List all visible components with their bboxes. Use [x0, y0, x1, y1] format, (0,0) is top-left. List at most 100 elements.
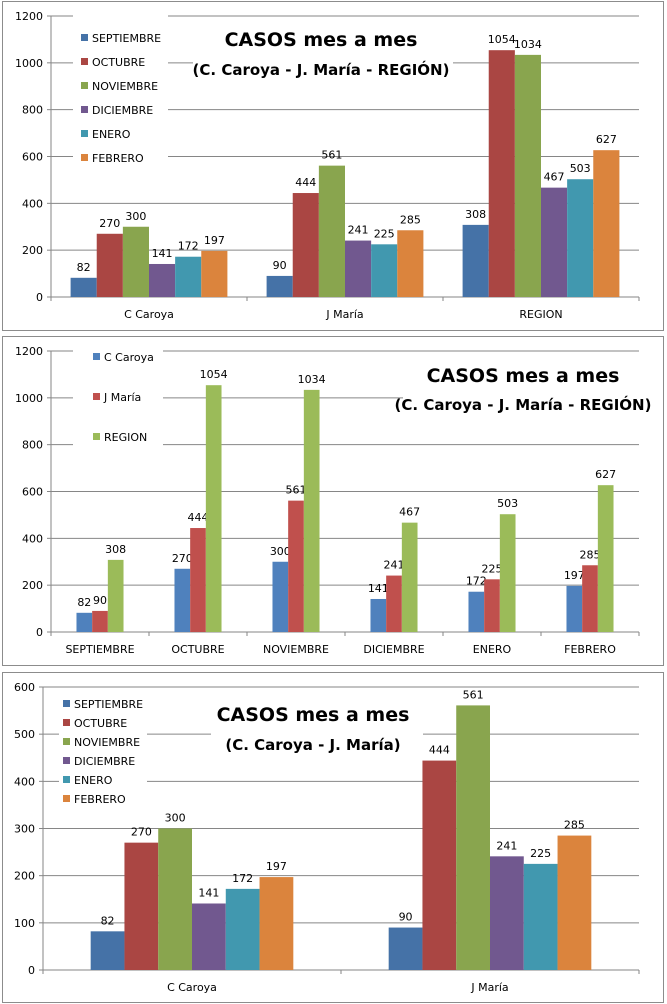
bar — [582, 565, 598, 632]
legend-swatch — [63, 757, 70, 764]
data-label: 285 — [564, 819, 585, 832]
legend-swatch — [93, 353, 100, 360]
data-label: 90 — [399, 911, 413, 924]
legend-label: FEBRERO — [92, 152, 144, 165]
legend-background — [73, 342, 163, 477]
x-category-label: OCTUBRE — [171, 643, 224, 656]
legend-swatch — [63, 795, 70, 802]
x-category-label: REGION — [519, 308, 562, 321]
legend-label: SEPTIEMBRE — [92, 32, 161, 45]
data-label: 1034 — [298, 373, 326, 386]
bar — [514, 54, 541, 297]
bar — [124, 842, 159, 970]
data-label: 90 — [93, 594, 107, 607]
legend-label: DICIEMBRE — [74, 755, 135, 768]
x-category-label: NOVIEMBRE — [263, 643, 329, 656]
data-label: 90 — [273, 259, 287, 272]
bar — [225, 888, 260, 970]
legend-label: NOVIEMBRE — [74, 736, 140, 749]
bar — [192, 903, 226, 970]
x-category-label: FEBRERO — [564, 643, 616, 656]
bar — [490, 856, 524, 970]
data-label: 197 — [204, 234, 225, 247]
bar — [288, 500, 304, 632]
bar — [371, 244, 398, 297]
chart-title: CASOS mes a mes — [225, 29, 418, 51]
y-tick-label: 1000 — [15, 392, 43, 405]
x-category-label: J María — [470, 981, 508, 994]
legend-label: OCTUBRE — [74, 717, 127, 730]
y-tick-label: 600 — [22, 486, 43, 499]
legend-label: NOVIEMBRE — [92, 80, 158, 93]
x-category-label: ENERO — [473, 643, 512, 656]
chart-3-svg: 0 100 200 300 400 500 600 C Caroya 82 270 300 141 17… — [14, 681, 640, 994]
legend-swatch — [81, 154, 88, 161]
bar — [345, 240, 372, 297]
legend-label: ENERO — [74, 774, 113, 787]
data-label: 467 — [544, 171, 565, 184]
bar — [499, 514, 516, 632]
bar — [158, 828, 192, 970]
data-label: 561 — [463, 688, 484, 701]
chart-subtitle: (C. Caroya - J. María - REGIÓN) — [193, 60, 450, 79]
data-label: 467 — [399, 506, 420, 519]
legend-swatch — [93, 433, 100, 440]
data-label: 444 — [295, 176, 316, 189]
x-category-label: C Caroya — [167, 981, 217, 994]
bar — [70, 277, 97, 297]
legend-swatch — [81, 106, 88, 113]
bar — [462, 224, 489, 297]
bar — [401, 522, 418, 632]
legend-label: J María — [103, 391, 141, 404]
data-label: 270 — [172, 552, 193, 565]
bar — [566, 585, 583, 632]
y-tick-label: 200 — [14, 870, 35, 883]
data-label: 627 — [595, 468, 616, 481]
data-label: 300 — [165, 812, 186, 825]
y-tick-label: 200 — [22, 244, 43, 257]
bar — [292, 193, 319, 297]
y-tick-label: 400 — [22, 197, 43, 210]
legend-swatch — [81, 34, 88, 41]
bar — [488, 50, 515, 298]
legend-label: REGION — [104, 431, 147, 444]
bar — [557, 835, 592, 970]
bar — [205, 385, 222, 632]
y-tick-label: 0 — [36, 626, 43, 639]
data-label: 82 — [77, 261, 91, 274]
data-label: 308 — [465, 208, 486, 221]
bar — [456, 705, 490, 970]
legend-swatch — [81, 82, 88, 89]
bar — [593, 150, 620, 297]
legend-swatch — [63, 700, 70, 707]
data-label: 225 — [530, 847, 551, 860]
y-tick-label: 1200 — [15, 10, 43, 23]
data-label: 285 — [580, 548, 601, 561]
chart-2-svg: 0 200 400 600 800 1000 1200 SEPTIEMBRE 82 90 308 OC… — [15, 342, 652, 656]
data-label: 285 — [400, 213, 421, 226]
data-label: 444 — [429, 744, 450, 757]
legend-label: FEBRERO — [74, 793, 126, 806]
bar — [149, 263, 176, 297]
data-label: 225 — [374, 227, 395, 240]
data-label: 561 — [286, 484, 307, 497]
data-label: 241 — [348, 224, 369, 237]
bar — [76, 612, 93, 632]
data-label: 82 — [77, 596, 91, 609]
bar — [386, 575, 402, 632]
data-label: 444 — [188, 511, 209, 524]
legend-label: OCTUBRE — [92, 56, 145, 69]
data-label: 225 — [482, 562, 503, 575]
bar — [541, 187, 568, 297]
chart-subtitle: (C. Caroya - J. María - REGIÓN) — [395, 395, 652, 414]
bar — [422, 760, 457, 970]
y-tick-label: 0 — [28, 964, 35, 977]
bar — [567, 179, 594, 297]
data-label: 141 — [152, 247, 173, 260]
chart-subtitle: (C. Caroya - J. María) — [225, 736, 400, 754]
title-background — [193, 24, 453, 80]
legend-swatch — [93, 393, 100, 400]
data-label: 270 — [99, 217, 120, 230]
bar — [272, 561, 289, 632]
data-label: 141 — [198, 886, 219, 899]
